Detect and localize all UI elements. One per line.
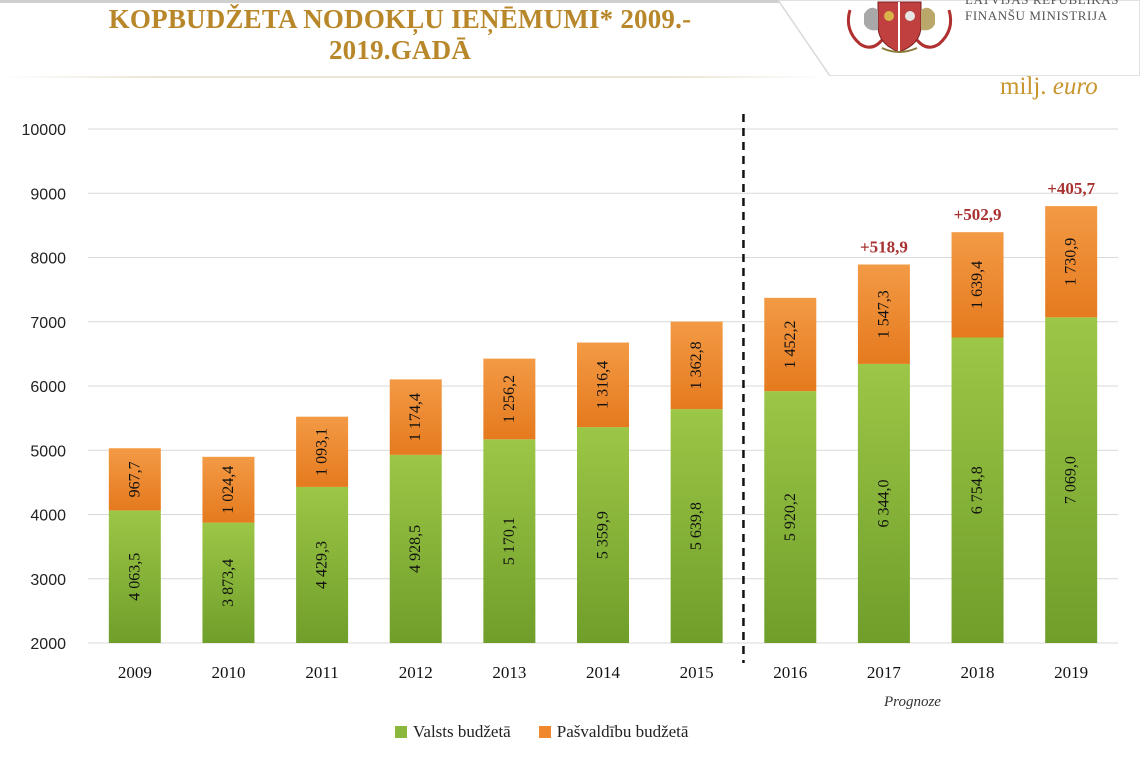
label-layer: 4 063,5 967,7 2009 3 873,4 1 024,4 2010 4 429,…: [118, 179, 1096, 682]
y-tick-label: 3000: [30, 572, 66, 589]
data-label-state: 4 063,5: [126, 553, 143, 601]
legend-item-state: Valsts budžetā: [395, 722, 511, 742]
unit-currency: euro: [1052, 73, 1098, 100]
legend-swatch-municipal: [538, 726, 551, 738]
increment-label: +405,7: [1047, 179, 1095, 198]
forecast-label: Prognoze: [884, 694, 941, 710]
ministry-name: LATVIJAS REPUBLIKAS FINANŠU MINISTRIJA: [965, 0, 1140, 24]
legend-swatch-state: [395, 726, 407, 738]
unit-label: milj. euro: [1000, 73, 1098, 101]
page-title: KOPBUDŽETA NODOKĻU IEŅĒMUMI* 2009.- 2019…: [50, 4, 750, 66]
bar-municipal-2011: [296, 416, 349, 487]
x-tick-label: 2018: [961, 663, 995, 682]
y-tick-label: 7000: [30, 315, 66, 332]
x-tick-label: 2009: [118, 663, 152, 682]
bar-state-2011: [296, 486, 349, 643]
data-label-state: 5 920,2: [782, 493, 799, 541]
y-tick-label: 4000: [30, 508, 66, 525]
data-label-municipal: 967,7: [126, 461, 143, 497]
bar-state-2012: [389, 454, 442, 643]
legend-label-state: Valsts budžetā: [413, 722, 511, 741]
title-divider: [0, 76, 830, 78]
data-label-municipal: 1 639,4: [969, 261, 986, 309]
x-tick-label: 2012: [399, 663, 433, 682]
data-label-state: 4 429,3: [314, 541, 331, 589]
data-label-municipal: 1 316,4: [595, 361, 612, 409]
bar-state-2014: [577, 427, 629, 643]
y-tick-label: 6000: [30, 379, 66, 396]
ministry-line1: LATVIJAS REPUBLIKAS: [965, 0, 1140, 8]
bar-municipal-2009: [108, 448, 161, 511]
bar-municipal-2012: [389, 379, 442, 455]
x-tick-label: 2014: [586, 663, 621, 682]
bar-state-2019: [1045, 317, 1098, 643]
bar-state-2013: [483, 439, 536, 643]
bar-municipal-2019: [1045, 206, 1098, 318]
title-line2: 2019.GADĀ: [328, 35, 472, 65]
top-stripe: [0, 0, 780, 3]
y-tick-label: 10000: [22, 122, 67, 139]
y-tick-label: 5000: [30, 443, 66, 460]
x-tick-label: 2013: [492, 663, 526, 682]
data-label-municipal: 1 362,8: [688, 341, 705, 389]
x-tick-label: 2016: [773, 663, 807, 682]
y-tick-label: 8000: [30, 251, 66, 268]
ministry-line2: FINANŠU MINISTRIJA: [965, 8, 1108, 23]
bar-municipal-2016: [764, 297, 817, 392]
bar-municipal-2018: [951, 232, 1004, 338]
data-label-municipal: 1 093,1: [314, 428, 331, 476]
bar-municipal-2013: [483, 358, 536, 440]
x-tick-label: 2017: [867, 663, 902, 682]
unit-main: milj.: [1000, 73, 1047, 100]
x-tick-label: 2019: [1054, 663, 1088, 682]
data-label-municipal: 1 256,2: [501, 375, 518, 423]
data-label-municipal: 1 024,4: [220, 466, 237, 514]
legend-item-municipal: Pašvaldību budžetā: [538, 722, 689, 742]
bar-municipal-2015: [670, 321, 723, 410]
x-tick-label: 2011: [305, 663, 338, 682]
data-label-municipal: 1 547,3: [875, 290, 892, 338]
x-tick-label: 2010: [211, 663, 245, 682]
title-line1: KOPBUDŽETA NODOKĻU IEŅĒMUMI* 2009.-: [108, 4, 692, 34]
bar-state-2016: [764, 391, 817, 643]
data-label-state: 3 873,4: [220, 559, 237, 607]
increment-label: +518,9: [860, 237, 908, 256]
y-tick-label: 9000: [30, 186, 66, 203]
bar-state-2017: [857, 363, 910, 643]
data-label-municipal: 1 174,4: [407, 393, 424, 441]
legend: Valsts budžetā Pašvaldību budžetā: [395, 722, 716, 742]
data-label-state: 4 928,5: [407, 525, 424, 573]
data-label-municipal: 1 730,9: [1063, 238, 1080, 286]
bar-state-2015: [670, 409, 723, 643]
increment-label: +502,9: [954, 205, 1002, 224]
data-label-state: 5 359,9: [595, 511, 612, 559]
data-label-state: 5 170,1: [501, 517, 518, 565]
data-label-state: 6 344,0: [875, 479, 892, 527]
bar-municipal-2017: [857, 264, 910, 364]
legend-label-municipal: Pašvaldību budžetā: [556, 722, 689, 741]
data-label-state: 7 069,0: [1063, 456, 1080, 504]
y-tick-label: 2000: [30, 636, 66, 653]
bar-state-2010: [202, 522, 255, 643]
x-tick-label: 2015: [680, 663, 714, 682]
bar-municipal-2010: [202, 456, 255, 523]
data-label-municipal: 1 452,2: [782, 320, 799, 368]
bar-state-2018: [951, 337, 1004, 643]
bar-state-2009: [108, 510, 161, 643]
data-label-state: 6 754,8: [969, 466, 986, 514]
coat-of-arms-icon: [846, 1, 953, 53]
bar-municipal-2014: [577, 342, 629, 428]
data-label-state: 5 639,8: [688, 502, 705, 550]
bar-layer: [108, 206, 1098, 643]
